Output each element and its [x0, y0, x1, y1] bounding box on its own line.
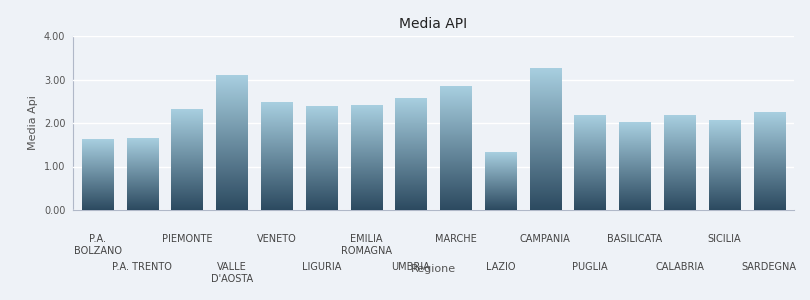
Text: CAMPANIA: CAMPANIA — [520, 234, 571, 244]
Text: SICILIA: SICILIA — [708, 234, 741, 244]
Text: P.A.
BOLZANO: P.A. BOLZANO — [74, 234, 122, 256]
Text: MARCHE: MARCHE — [435, 234, 476, 244]
X-axis label: Regione: Regione — [411, 264, 456, 274]
Text: UMBRIA: UMBRIA — [391, 262, 430, 272]
Text: VENETO: VENETO — [257, 234, 296, 244]
Text: LAZIO: LAZIO — [486, 262, 515, 272]
Text: VALLE
D'AOSTA: VALLE D'AOSTA — [211, 262, 253, 284]
Title: Media API: Media API — [399, 17, 467, 31]
Text: SARDEGNA: SARDEGNA — [742, 262, 797, 272]
Text: P.A. TRENTO: P.A. TRENTO — [113, 262, 173, 272]
Text: CALABRIA: CALABRIA — [655, 262, 704, 272]
Text: LIGURIA: LIGURIA — [301, 262, 341, 272]
Text: BASILICATA: BASILICATA — [608, 234, 663, 244]
Text: PUGLIA: PUGLIA — [572, 262, 608, 272]
Text: PIEMONTE: PIEMONTE — [162, 234, 212, 244]
Y-axis label: Media Api: Media Api — [28, 96, 38, 150]
Text: EMILIA
ROMAGNA: EMILIA ROMAGNA — [341, 234, 392, 256]
